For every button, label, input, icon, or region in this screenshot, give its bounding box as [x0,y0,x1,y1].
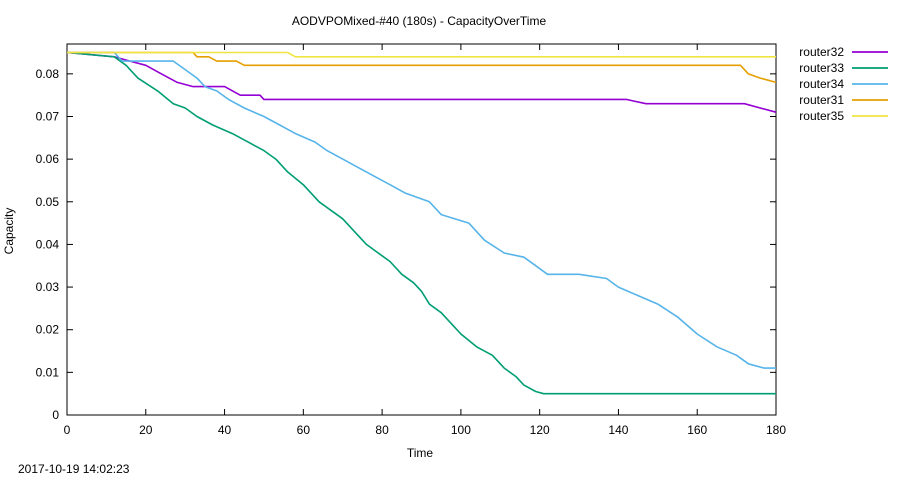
y-tick-label: 0.04 [36,237,60,251]
legend-label: router34 [799,77,844,91]
legend-label: router33 [799,61,844,75]
x-tick-label: 140 [608,423,628,437]
legend-label: router31 [799,93,844,107]
y-tick-label: 0.02 [36,323,60,337]
plot-frame [66,43,777,416]
y-tick-label: 0.01 [36,365,60,379]
series-line-router32 [66,51,777,113]
series-line-router31 [67,51,777,84]
x-tick-label: 20 [139,423,153,437]
series-line-router35 [67,51,776,58]
x-tick-label: 0 [64,423,71,437]
legend-label: router35 [799,109,844,123]
y-tick-label: 0 [52,408,59,422]
legend: router32 router33 router34 router31 router35 [799,45,888,123]
timestamp: 2017-10-19 14:02:23 [18,462,130,476]
y-tick-label: 0.05 [36,195,60,209]
x-axis-label: Time [407,446,434,460]
series-lines [66,51,777,395]
series-line-router33 [66,51,776,395]
axis-ticks: 0 20 40 60 80 100 120 140 160 180 0 0.01 0.02 0.03 0.0… [36,44,786,437]
y-tick-label: 0.03 [36,280,60,294]
y-tick-label: 0.08 [36,67,60,81]
x-tick-label: 40 [218,423,232,437]
series-line-router34 [67,51,776,369]
legend-label: router32 [799,45,844,59]
x-tick-label: 180 [766,423,786,437]
chart-title: AODVPOMixed-#40 (180s) - CapacityOverTim… [292,14,547,28]
x-tick-label: 160 [687,423,707,437]
plot-area-border [66,43,777,416]
y-tick-label: 0.07 [36,109,60,123]
x-tick-label: 80 [375,423,389,437]
x-tick-label: 60 [297,423,311,437]
y-axis-label: Capacity [2,208,16,255]
x-tick-label: 120 [530,423,550,437]
x-tick-label: 100 [451,423,471,437]
y-tick-label: 0.06 [36,152,60,166]
